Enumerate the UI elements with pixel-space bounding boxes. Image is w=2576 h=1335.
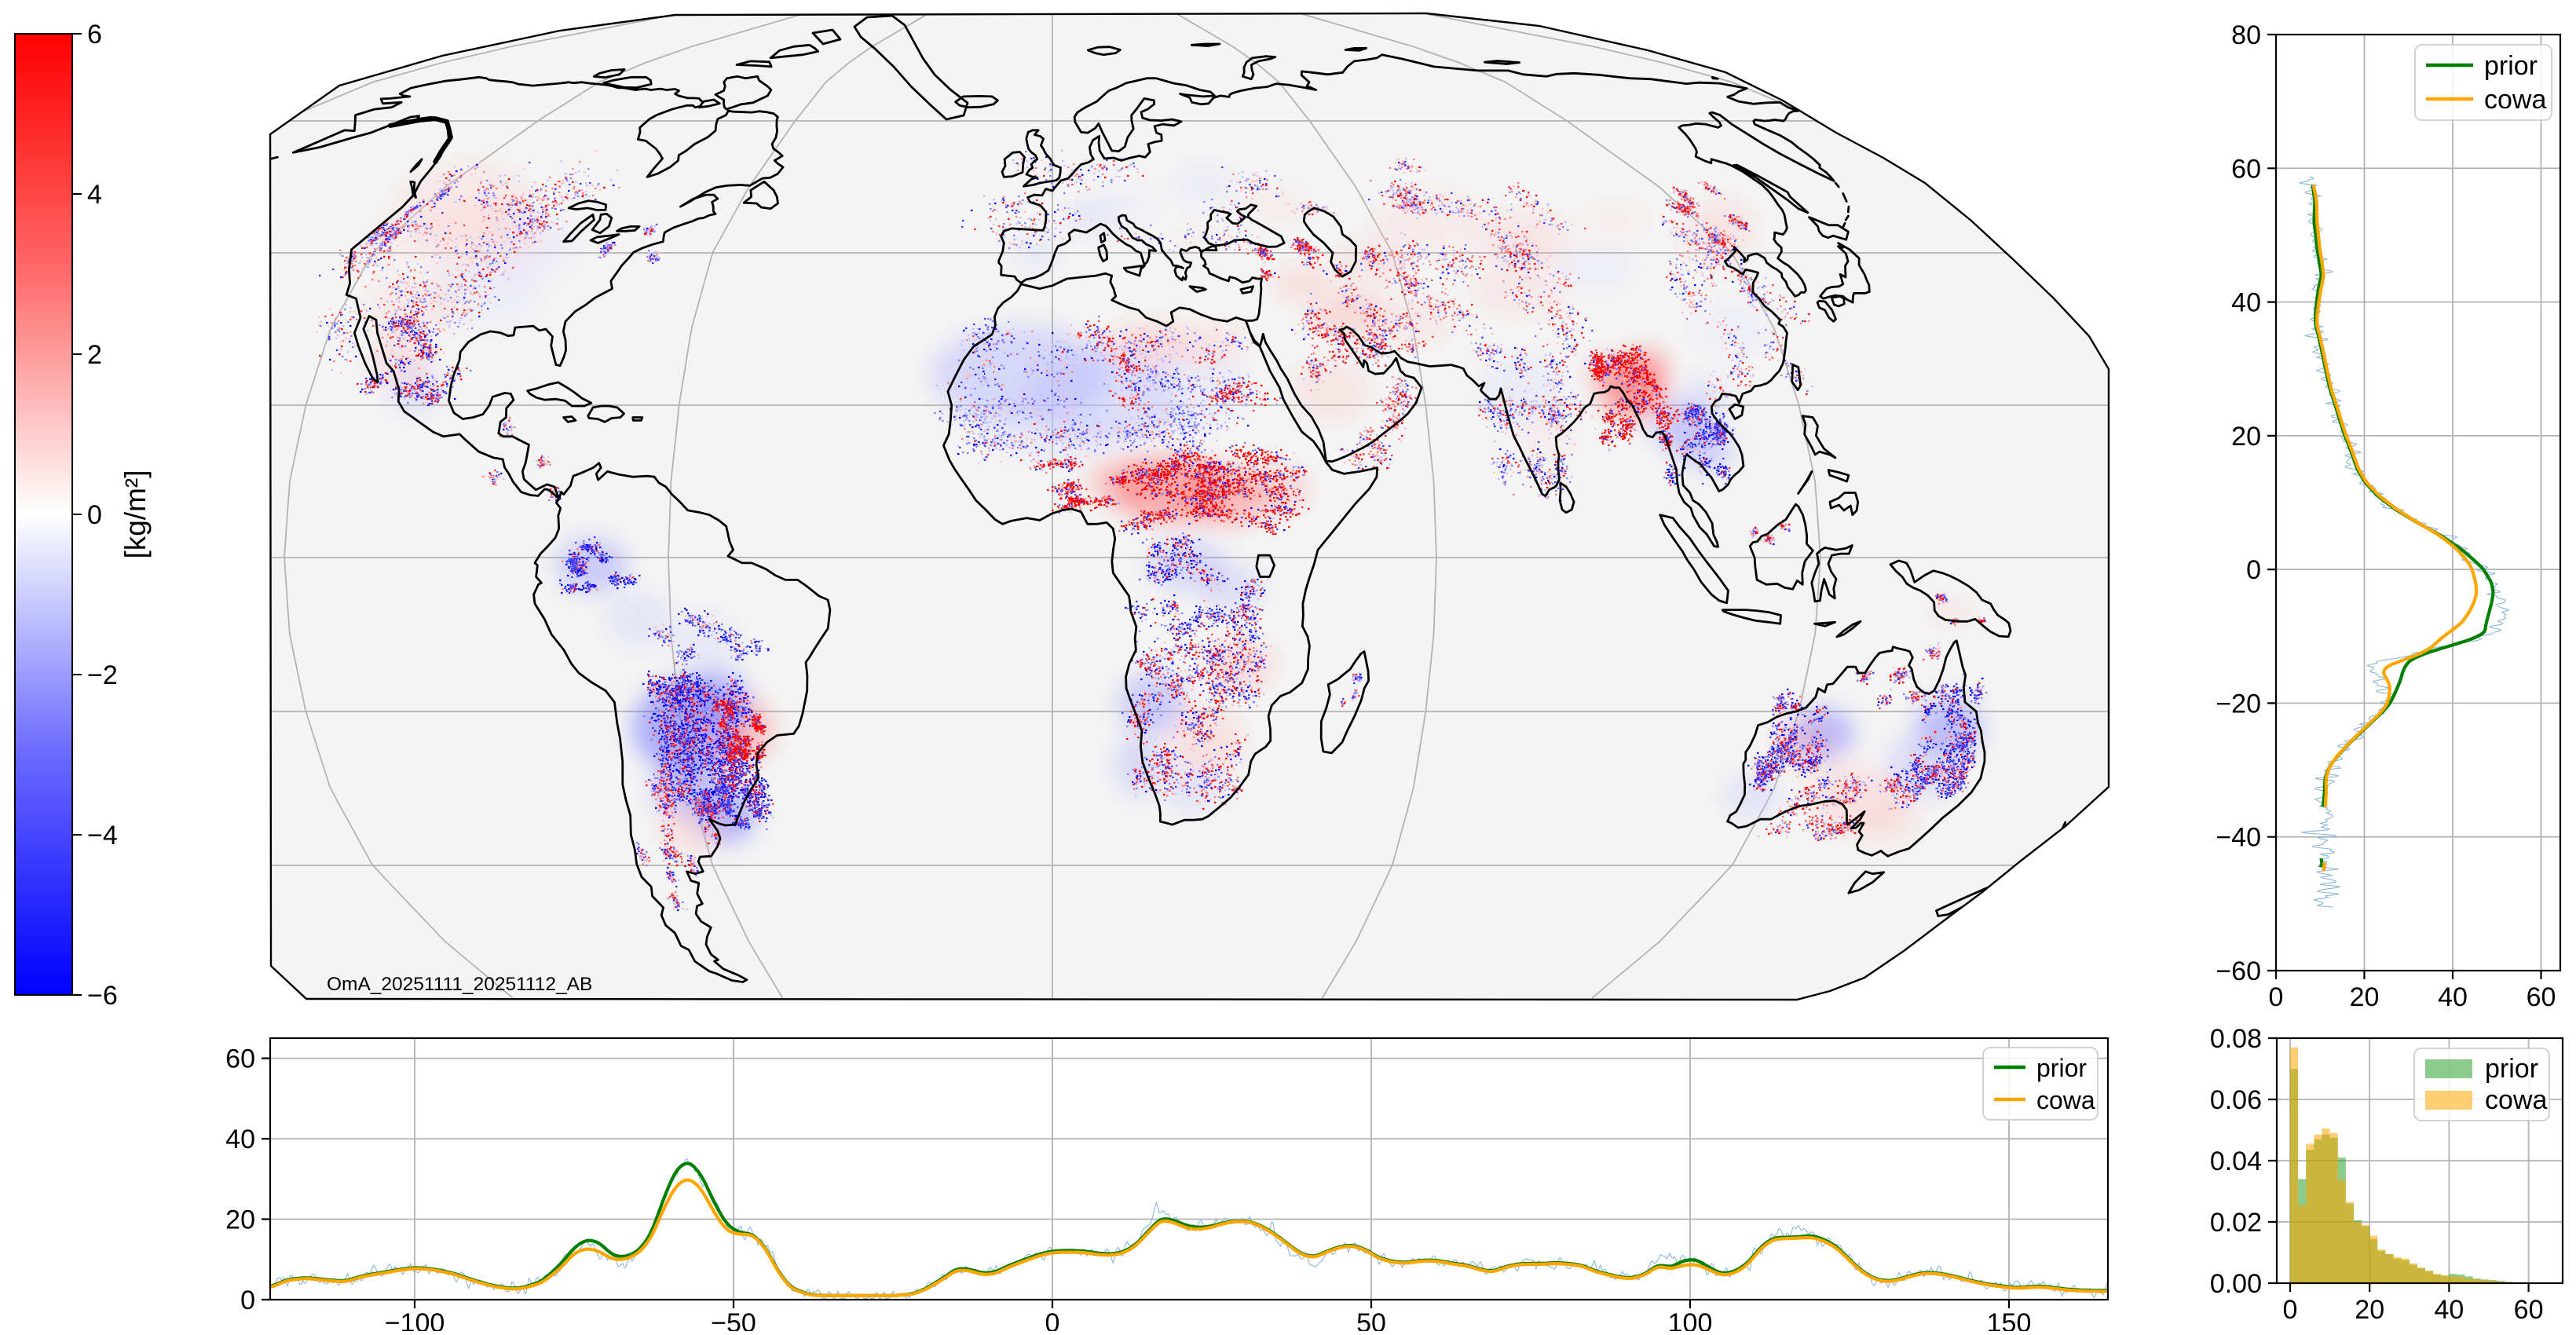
svg-text:−20: −20	[2216, 689, 2261, 719]
svg-text:0: 0	[240, 1286, 255, 1315]
svg-text:prior: prior	[2036, 1054, 2087, 1082]
svg-text:0: 0	[2269, 982, 2284, 1012]
svg-text:20: 20	[2350, 982, 2380, 1012]
svg-text:0.00: 0.00	[2210, 1269, 2262, 1299]
svg-text:60: 60	[2514, 1295, 2544, 1325]
svg-text:20: 20	[2355, 1295, 2384, 1325]
svg-text:−60: −60	[2216, 956, 2261, 986]
svg-text:60: 60	[2231, 154, 2261, 184]
svg-text:OmA_20251111_20251112_AB: OmA_20251111_20251112_AB	[327, 974, 592, 995]
svg-text:0.08: 0.08	[2210, 1024, 2262, 1054]
svg-text:4: 4	[87, 180, 102, 210]
svg-text:20: 20	[2231, 422, 2261, 452]
svg-text:150: 150	[1987, 1308, 2032, 1331]
svg-text:prior: prior	[2484, 51, 2538, 81]
svg-text:0.02: 0.02	[2210, 1208, 2262, 1238]
svg-text:−40: −40	[2216, 823, 2261, 853]
svg-text:2: 2	[87, 340, 102, 370]
svg-text:−6: −6	[87, 981, 118, 1011]
svg-text:0: 0	[1045, 1308, 1060, 1331]
svg-text:[kg/m²]: [kg/m²]	[119, 470, 152, 558]
svg-text:40: 40	[2434, 1295, 2464, 1325]
svg-text:40: 40	[225, 1125, 255, 1154]
svg-text:cowa: cowa	[2485, 1085, 2547, 1115]
svg-text:50: 50	[1356, 1308, 1386, 1331]
svg-text:−2: −2	[87, 660, 118, 690]
svg-text:0: 0	[2246, 555, 2261, 585]
svg-text:40: 40	[2438, 982, 2468, 1012]
svg-text:−4: −4	[87, 821, 118, 850]
svg-text:40: 40	[2231, 288, 2261, 318]
svg-text:cowa: cowa	[2484, 85, 2546, 115]
svg-text:20: 20	[225, 1205, 255, 1235]
svg-text:60: 60	[2527, 982, 2556, 1012]
svg-text:80: 80	[2231, 20, 2261, 50]
svg-text:6: 6	[87, 20, 102, 49]
svg-text:−50: −50	[711, 1308, 756, 1331]
svg-text:prior: prior	[2485, 1054, 2538, 1084]
svg-text:0.04: 0.04	[2210, 1147, 2262, 1176]
svg-text:0: 0	[2283, 1295, 2298, 1325]
svg-text:100: 100	[1668, 1308, 1713, 1331]
svg-text:cowa: cowa	[2036, 1086, 2095, 1114]
svg-text:0.06: 0.06	[2210, 1085, 2262, 1115]
svg-text:0: 0	[87, 500, 102, 530]
svg-text:−100: −100	[385, 1308, 445, 1331]
svg-text:60: 60	[225, 1044, 255, 1074]
